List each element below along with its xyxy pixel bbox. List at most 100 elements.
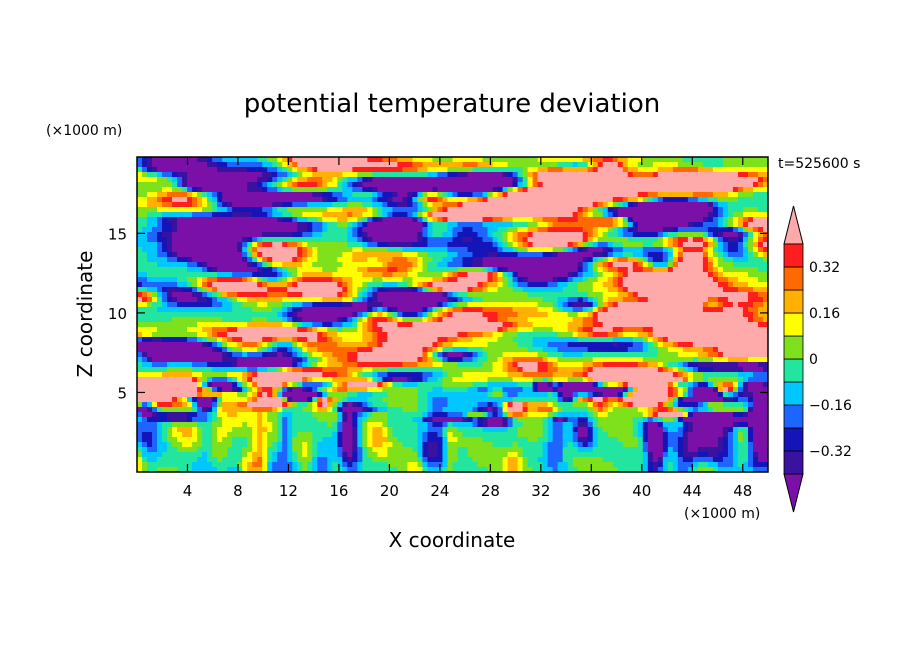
field-cell — [722, 162, 729, 168]
field-cell — [242, 197, 248, 203]
field-cell — [157, 287, 163, 293]
field-cell — [442, 272, 449, 278]
field-cell — [232, 302, 238, 308]
field-cell — [642, 162, 649, 168]
field-cell — [707, 347, 714, 353]
field-cell — [602, 212, 609, 218]
field-cell — [152, 262, 158, 268]
field-cell — [227, 192, 233, 198]
field-cell — [352, 272, 358, 278]
field-cell — [707, 297, 714, 303]
field-cell — [702, 212, 709, 218]
field-cell — [352, 227, 358, 233]
field-cell — [587, 272, 594, 278]
field-cell — [532, 237, 539, 243]
field-cell — [752, 207, 759, 213]
field-cell — [502, 292, 509, 298]
field-cell — [207, 337, 213, 343]
field-cell — [482, 197, 489, 203]
field-cell — [712, 302, 719, 308]
field-cell — [392, 277, 399, 283]
field-cell — [722, 177, 729, 183]
field-cell — [532, 332, 539, 338]
field-cell — [722, 202, 729, 208]
field-cell — [632, 317, 639, 323]
field-cell — [682, 157, 689, 163]
field-cell — [417, 277, 424, 283]
field-cell — [502, 212, 509, 218]
field-cell — [237, 332, 243, 338]
field-cell — [402, 232, 409, 238]
field-cell — [172, 317, 178, 323]
field-cell — [447, 332, 454, 338]
field-cell — [402, 267, 409, 273]
field-cell — [192, 287, 198, 293]
field-cell — [422, 197, 429, 203]
field-cell — [552, 247, 559, 253]
field-cell — [377, 337, 383, 343]
field-cell — [252, 312, 258, 318]
field-cell — [722, 187, 729, 193]
field-cell — [242, 172, 248, 178]
field-cell — [237, 187, 243, 193]
field-cell — [692, 317, 699, 323]
field-cell — [507, 297, 514, 303]
field-cell — [552, 187, 559, 193]
field-cell — [557, 247, 564, 253]
field-cell — [422, 162, 429, 168]
field-cell — [477, 217, 484, 223]
field-cell — [597, 307, 604, 313]
field-cell — [377, 272, 383, 278]
field-cell — [542, 222, 549, 228]
field-cell — [442, 217, 449, 223]
field-cell — [362, 247, 368, 253]
field-cell — [322, 347, 328, 353]
field-cell — [407, 177, 414, 183]
field-cell — [472, 187, 479, 193]
field-cell — [182, 297, 188, 303]
field-cell — [697, 177, 704, 183]
field-cell — [317, 242, 323, 248]
field-cell — [202, 247, 208, 253]
field-cell — [282, 177, 288, 183]
field-cell — [207, 167, 213, 173]
field-cell — [677, 272, 684, 278]
field-cell — [357, 352, 363, 358]
field-cell — [667, 227, 674, 233]
field-cell — [502, 302, 509, 308]
field-cell — [647, 177, 654, 183]
field-cell — [212, 312, 218, 318]
field-cell — [367, 232, 373, 238]
field-cell — [612, 342, 619, 348]
field-cell — [247, 222, 253, 228]
field-cell — [707, 237, 714, 243]
field-cell — [257, 282, 263, 288]
field-cell — [392, 287, 399, 293]
field-cell — [317, 277, 323, 283]
field-cell — [302, 182, 308, 188]
field-cell — [507, 272, 514, 278]
field-cell — [597, 222, 604, 228]
field-cell — [647, 192, 654, 198]
field-cell — [147, 222, 153, 228]
field-cell — [622, 302, 629, 308]
field-cell — [382, 267, 388, 273]
field-cell — [537, 307, 544, 313]
field-cell — [312, 297, 318, 303]
field-cell — [197, 217, 203, 223]
field-cell — [327, 332, 333, 338]
field-cell — [752, 307, 759, 313]
field-cell — [202, 197, 208, 203]
field-cell — [582, 322, 589, 328]
field-cell — [152, 282, 158, 288]
field-cell — [612, 332, 619, 338]
field-cell — [207, 197, 213, 203]
field-cell — [297, 352, 303, 358]
field-cell — [447, 212, 454, 218]
field-cell — [297, 227, 303, 233]
field-cell — [482, 322, 489, 328]
field-cell — [722, 267, 729, 273]
field-cell — [252, 292, 258, 298]
field-cell — [627, 302, 634, 308]
field-cell — [527, 332, 534, 338]
